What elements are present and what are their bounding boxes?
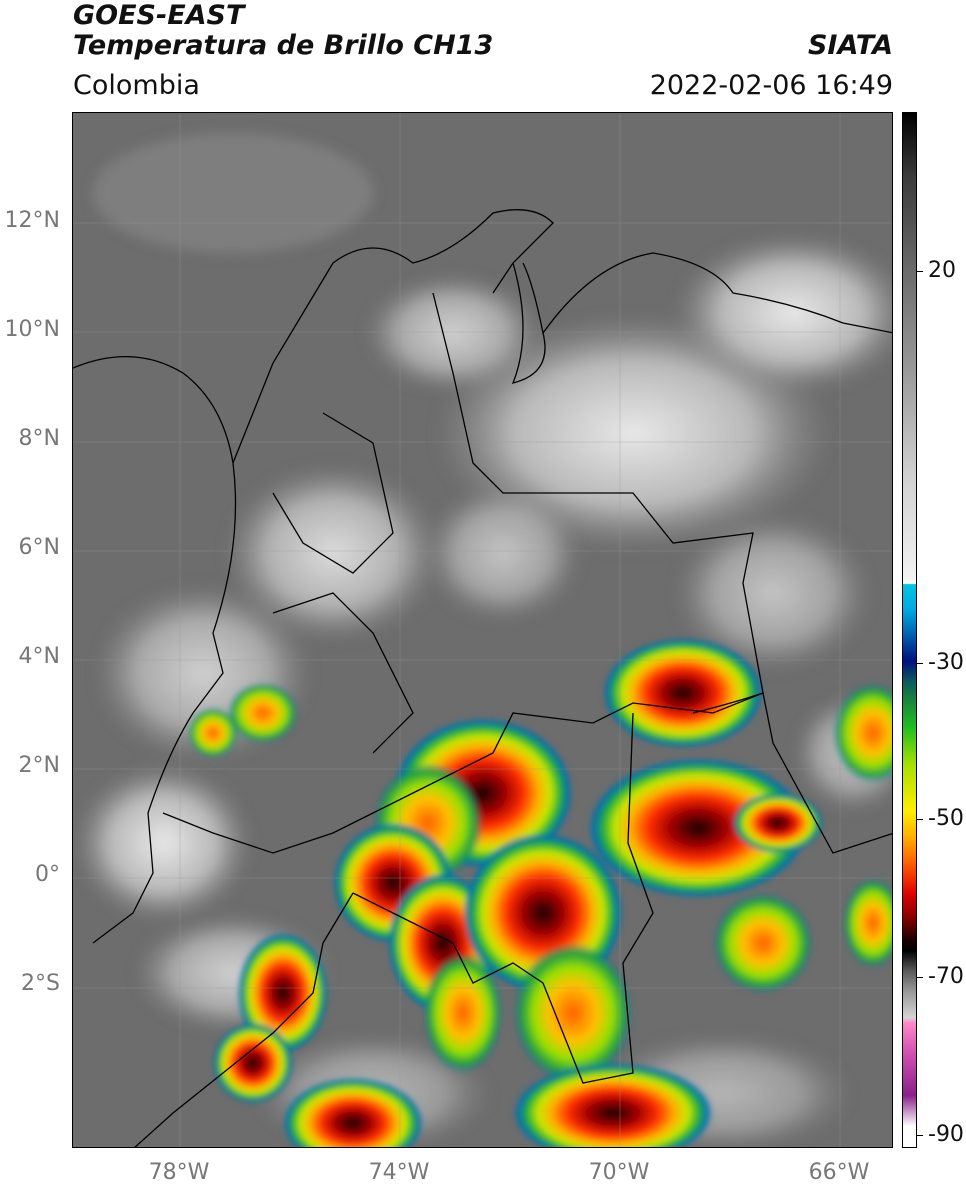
lat-label-6n: 6°N: [18, 535, 60, 560]
datetime-label: 2022-02-06 16:49: [649, 70, 893, 101]
lon-label-78w: 78°W: [148, 1160, 210, 1185]
lat-label-12n: 12°N: [4, 208, 60, 233]
colorbar-label-20: 20: [928, 258, 956, 283]
boundaries: [73, 209, 892, 1147]
lat-label-10n: 10°N: [4, 317, 60, 342]
colorbar-label-minus70: -70: [928, 964, 964, 989]
satellite-title: GOES-EAST: [73, 0, 245, 31]
colorbar: [902, 112, 917, 1148]
lat-label-2n: 2°N: [18, 753, 60, 778]
lon-label-74w: 74°W: [368, 1160, 430, 1185]
lon-label-66w: 66°W: [808, 1160, 870, 1185]
colorbar-label-minus50: -50: [928, 806, 964, 831]
lon-label-70w: 70°W: [588, 1160, 650, 1185]
map-canvas: [73, 113, 892, 1147]
colorbar-label-minus30: -30: [928, 650, 964, 675]
colorbar-label-minus90: -90: [928, 1122, 964, 1147]
agency-label: SIATA: [807, 30, 893, 61]
satellite-map: [72, 112, 893, 1148]
region-label: Colombia: [73, 70, 200, 101]
product-title: Temperatura de Brillo CH13: [73, 30, 494, 61]
lat-label-0: 0°: [35, 862, 60, 887]
lat-label-2s: 2°S: [21, 971, 60, 996]
lat-label-8n: 8°N: [18, 426, 60, 451]
convective-cells: [188, 638, 892, 1147]
lat-label-4n: 4°N: [18, 644, 60, 669]
